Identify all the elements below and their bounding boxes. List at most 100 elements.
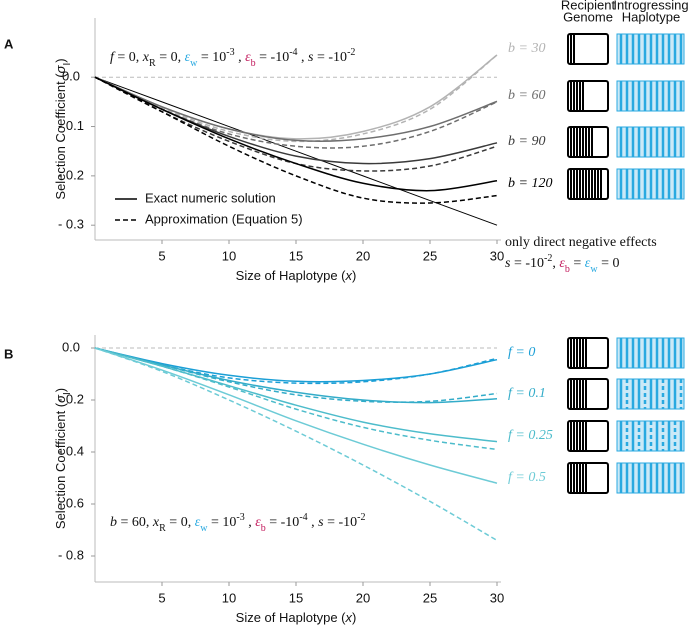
annotation-part: b: [110, 515, 117, 530]
annotation-part: ,: [235, 50, 246, 65]
annotation-part: s: [308, 50, 314, 65]
x-tick-label: 15: [289, 590, 303, 605]
y-axis-title: Selection Coefficient (σI): [53, 388, 73, 529]
x-tick-label: 20: [356, 590, 370, 605]
exact-line: [94, 76, 498, 142]
y-axis-title-part: Selection Coefficient (: [53, 402, 68, 529]
series-label: f = 0.25: [508, 428, 553, 443]
annotation-part: = 0,: [114, 50, 143, 65]
annotation-part: b: [261, 523, 266, 534]
x-tick-label: 30: [490, 248, 504, 263]
y-axis-title-part: ): [53, 388, 68, 392]
annotation: f = 0, xR = 0, εw = 10-3 , εb = -10-4 , …: [110, 47, 355, 69]
annotation-part: ,: [298, 50, 309, 65]
annotation: b = 60, xR = 0, εw = 10-3 , εb = -10-4 ,…: [110, 512, 366, 534]
y-axis-title-part: ): [53, 58, 68, 62]
genome-icon: [567, 33, 609, 65]
approx-line: [94, 54, 498, 143]
x-axis-title-part: ): [352, 268, 356, 283]
annotation-part: ε: [255, 515, 261, 530]
x-tick-label: 10: [222, 590, 236, 605]
x-axis-title-part: x: [345, 610, 353, 625]
reference-note-part: ,: [552, 256, 559, 271]
exact-line: [94, 347, 498, 383]
panel-letter: A: [4, 36, 14, 51]
x-tick-label: 5: [158, 248, 165, 263]
annotation-part: s: [318, 515, 324, 530]
reference-note-part: s: [505, 256, 511, 271]
y-tick-label: 0.0: [62, 339, 80, 354]
annotation-part: w: [190, 58, 198, 69]
series-label: b = 30: [508, 41, 545, 56]
legend-label: Exact numeric solution: [145, 190, 276, 205]
reference-note: s = -10-2, εb = εw = 0: [505, 253, 619, 275]
x-axis-title-part: Size of Haplotype (: [236, 610, 347, 625]
x-tick-label: 15: [289, 248, 303, 263]
x-tick-label: 25: [423, 590, 437, 605]
annotation-part: = 10: [207, 515, 236, 530]
series-label: b = 120: [508, 176, 552, 191]
reference-note-part: w: [590, 264, 598, 275]
exact-line: [94, 347, 498, 443]
annotation-part: R: [149, 58, 156, 69]
y-tick-label: - 0.3: [58, 217, 84, 232]
reference-note-part: ε: [559, 256, 565, 271]
annotation-part: -2: [347, 47, 355, 58]
y-axis-title-part: σ: [53, 64, 68, 73]
x-axis-title: Size of Haplotype (x): [236, 610, 357, 625]
series-label: b = 90: [508, 134, 545, 149]
exact-line: [94, 76, 498, 165]
annotation-part: R: [159, 523, 166, 534]
x-axis-title-part: x: [345, 268, 353, 283]
annotation-part: f: [110, 50, 116, 65]
y-tick-label: - 0.6: [58, 495, 84, 510]
y-tick-label: - 0.2: [58, 391, 84, 406]
y-tick-label: - 0.8: [58, 547, 84, 562]
annotation-part: = -10: [266, 515, 300, 530]
exact-line: [94, 76, 498, 192]
exact-line: [94, 347, 498, 404]
annotation-part: ,: [245, 515, 256, 530]
annotation-part: -3: [226, 47, 234, 58]
annotation-part: ε: [245, 50, 251, 65]
annotation-part: = 10: [197, 50, 226, 65]
icon-header: Recipient: [561, 0, 616, 12]
x-tick-label: 25: [423, 248, 437, 263]
reference-label: only direct negative effects: [505, 235, 657, 250]
panel-letter: B: [4, 346, 13, 361]
y-axis-title: Selection Coefficient (σI): [53, 58, 73, 199]
annotation-part: ,: [308, 515, 319, 530]
series-label: b = 60: [508, 88, 545, 103]
icon-header: Genome: [563, 9, 613, 24]
x-axis-title-part: Size of Haplotype (: [236, 268, 347, 283]
icon-header: Haplotype: [622, 9, 681, 24]
icon-header: Introgressing: [613, 0, 688, 12]
x-axis-title-part: ): [352, 610, 356, 625]
x-tick-label: 10: [222, 248, 236, 263]
y-axis-title-part: σ: [53, 394, 68, 403]
reference-note-part: b: [565, 264, 570, 275]
annotation-part: -4: [289, 47, 297, 58]
annotation-part: -3: [236, 512, 244, 523]
exact-line: [94, 347, 498, 484]
approx-line: [94, 347, 498, 542]
reference-note-part: = -10: [510, 256, 544, 271]
annotation-part: = 0,: [156, 50, 185, 65]
approx-line: [94, 347, 498, 451]
approx-line: [94, 76, 498, 149]
annotation-part: = 60,: [117, 515, 153, 530]
annotation-part: = -10: [324, 515, 358, 530]
x-tick-label: 20: [356, 248, 370, 263]
reference-line: [94, 76, 498, 226]
reference-note-part: =: [570, 256, 585, 271]
series-label: f = 0.5: [508, 470, 546, 485]
approx-line: [94, 347, 498, 385]
reference-note-part: = 0: [598, 256, 620, 271]
approx-line: [94, 347, 498, 403]
y-tick-label: - 0.4: [58, 443, 84, 458]
reference-note-part: ε: [585, 256, 591, 271]
annotation-part: ε: [185, 50, 191, 65]
annotation-part: = 0,: [166, 515, 195, 530]
reference-note-part: -2: [544, 253, 552, 264]
y-tick-label: - 0.2: [58, 167, 84, 182]
